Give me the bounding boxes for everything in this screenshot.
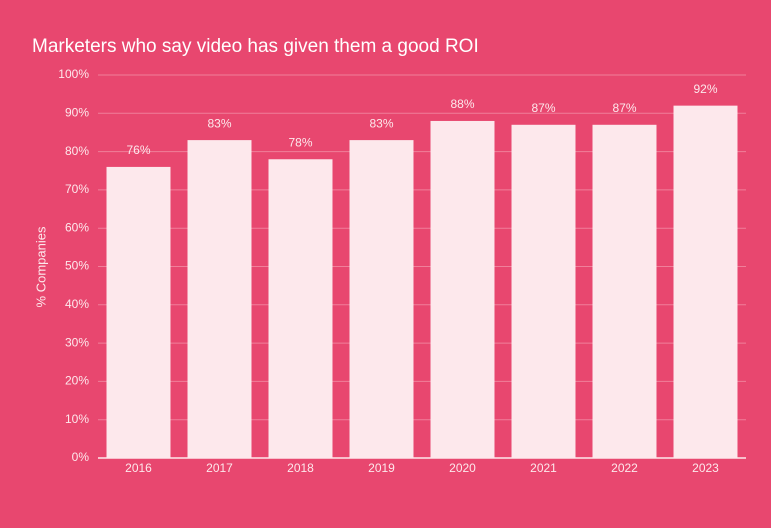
value-label: 92% xyxy=(693,82,717,96)
value-label: 88% xyxy=(450,97,474,111)
value-label: 83% xyxy=(369,116,393,130)
x-tick-label: 2016 xyxy=(125,461,152,475)
y-tick-label: 30% xyxy=(65,335,89,349)
y-tick-label: 100% xyxy=(58,67,89,81)
y-tick-label: 50% xyxy=(65,259,89,273)
x-tick-label: 2023 xyxy=(692,461,719,475)
y-tick-label: 60% xyxy=(65,220,89,234)
value-label: 76% xyxy=(126,143,150,157)
y-tick-label: 70% xyxy=(65,182,89,196)
y-tick-label: 90% xyxy=(65,105,89,119)
y-tick-label: 0% xyxy=(72,450,90,464)
y-tick-label: 40% xyxy=(65,297,89,311)
x-tick-label: 2020 xyxy=(449,461,476,475)
bar xyxy=(187,140,252,459)
bar xyxy=(511,124,576,458)
x-tick-label: 2019 xyxy=(368,461,395,475)
bar xyxy=(268,159,333,458)
x-tick-label: 2018 xyxy=(287,461,314,475)
y-tick-label: 10% xyxy=(65,412,89,426)
bar xyxy=(592,124,657,458)
y-axis-title: % Companies xyxy=(33,226,48,307)
bar xyxy=(673,105,738,458)
y-tick-label: 80% xyxy=(65,144,89,158)
x-tick-label: 2017 xyxy=(206,461,233,475)
value-label: 78% xyxy=(288,135,312,149)
x-tick-label: 2022 xyxy=(611,461,638,475)
value-label: 87% xyxy=(612,101,636,115)
bar xyxy=(106,166,171,459)
bar xyxy=(349,140,414,459)
bar xyxy=(430,120,495,459)
value-label: 87% xyxy=(531,101,555,115)
value-label: 83% xyxy=(207,116,231,130)
x-tick-label: 2021 xyxy=(530,461,557,475)
y-tick-label: 20% xyxy=(65,374,89,388)
chart-title: Marketers who say video has given them a… xyxy=(32,36,479,57)
